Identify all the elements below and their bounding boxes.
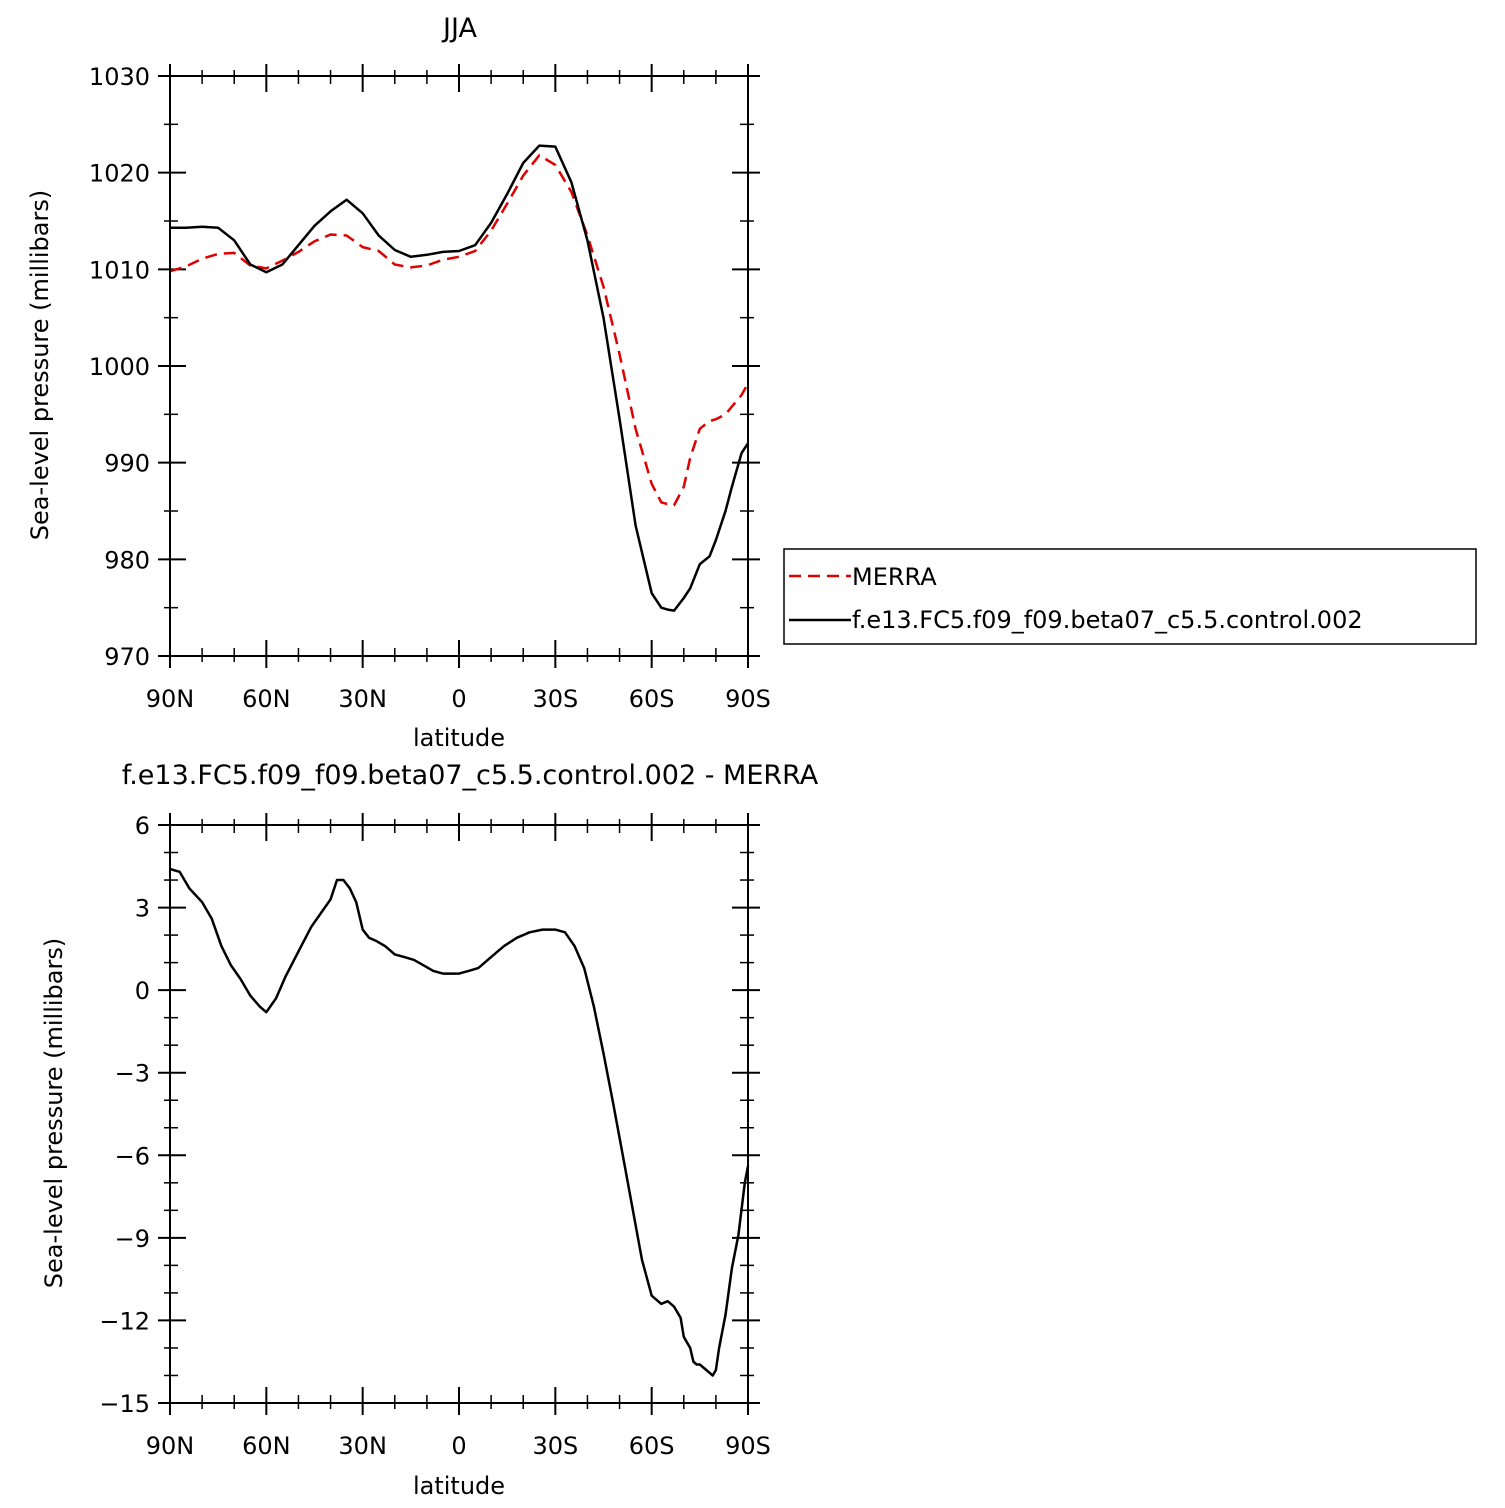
- plot-area: [169, 144, 750, 612]
- y-tick-label: −12: [99, 1307, 150, 1335]
- y-tick-label: −9: [115, 1225, 150, 1253]
- legend-box: [783, 548, 1477, 645]
- x-axis-label: latitude: [413, 1472, 505, 1500]
- x-tick-label: 60S: [629, 685, 675, 713]
- y-tick-label: 0: [135, 977, 150, 1005]
- plot-area: [169, 867, 750, 1377]
- y-tick-label: −15: [99, 1390, 150, 1418]
- x-tick-label: 90N: [146, 1432, 195, 1460]
- axis-ticks: 970 980 990 1000 1010 1020 1030 90N 60N 30N 0 30S 60…: [89, 63, 771, 713]
- x-tick-label: 60N: [242, 1432, 291, 1460]
- x-tick-label: 30S: [532, 1432, 578, 1460]
- x-axis-label: latitude: [413, 724, 505, 752]
- legend-label-model: f.e13.FC5.f09_f09.beta07_c5.5.control.00…: [852, 606, 1363, 634]
- legend-label-merra: MERRA: [852, 563, 937, 591]
- y-tick-label: 1020: [89, 160, 150, 188]
- y-tick-label: −3: [115, 1060, 150, 1088]
- y-tick-label: 990: [104, 450, 150, 478]
- y-axis-label: Sea-level pressure (millibars): [26, 190, 54, 540]
- x-tick-label: 60N: [242, 685, 291, 713]
- x-tick-label: 60S: [629, 1432, 675, 1460]
- y-tick-label: 1010: [89, 256, 150, 284]
- chart-panel-top: JJA Sea-level pressure (millibars) latit…: [26, 13, 1477, 752]
- plot-frame: [169, 75, 749, 657]
- y-tick-label: 980: [104, 546, 150, 574]
- x-tick-label: 30N: [338, 1432, 387, 1460]
- plot-frame: [169, 824, 749, 1404]
- series-line-0: [169, 154, 750, 507]
- x-tick-label: 30N: [338, 685, 387, 713]
- y-tick-label: 1000: [89, 353, 150, 381]
- chart-title: f.e13.FC5.f09_f09.beta07_c5.5.control.00…: [122, 760, 819, 791]
- axis-ticks: −15 −12 −9 −6 −3 0 3 6 90N 60N 30N 0 30S 60S 90S: [99, 812, 771, 1460]
- chart-title: JJA: [441, 13, 477, 44]
- x-tick-label: 90S: [725, 685, 771, 713]
- chart-panel-bottom: f.e13.FC5.f09_f09.beta07_c5.5.control.00…: [40, 760, 819, 1500]
- y-axis-label: Sea-level pressure (millibars): [40, 938, 68, 1288]
- x-tick-label: 90S: [725, 1432, 771, 1460]
- y-tick-label: 1030: [89, 63, 150, 91]
- series-line-0: [169, 867, 750, 1377]
- x-tick-label: 90N: [146, 685, 195, 713]
- y-tick-label: 3: [135, 895, 150, 923]
- y-tick-label: −6: [115, 1142, 150, 1170]
- y-tick-label: 970: [104, 643, 150, 671]
- x-tick-label: 0: [451, 1432, 466, 1460]
- legend: MERRA f.e13.FC5.f09_f09.beta07_c5.5.cont…: [783, 548, 1477, 645]
- x-tick-label: 30S: [532, 685, 578, 713]
- y-tick-label: 6: [135, 812, 150, 840]
- series-line-1: [170, 144, 750, 612]
- x-tick-label: 0: [451, 685, 466, 713]
